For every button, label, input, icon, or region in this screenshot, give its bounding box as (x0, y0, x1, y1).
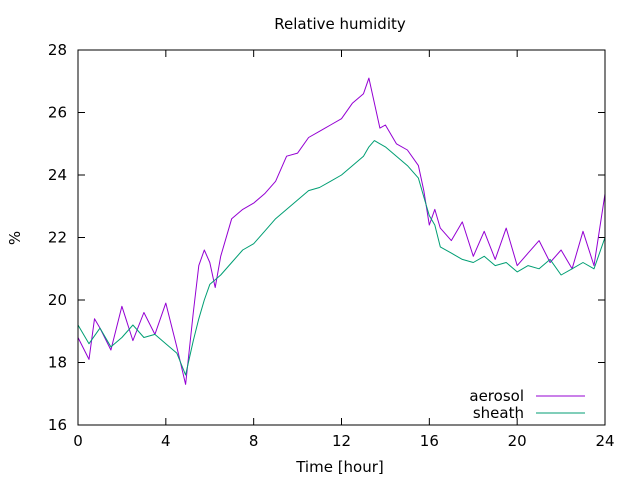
x-tick-label: 12 (332, 432, 351, 450)
series-line-aerosol (77, 77, 606, 385)
x-tick-label: 16 (420, 432, 439, 450)
y-tick-label: 24 (48, 166, 67, 184)
x-tick-label: 24 (595, 432, 614, 450)
plot-frame (77, 49, 606, 426)
x-tick-label: 20 (508, 432, 527, 450)
y-tick-label: 28 (48, 41, 67, 59)
y-tick-label: 16 (48, 416, 67, 434)
x-tick-label: 4 (161, 432, 171, 450)
y-tick-label: 26 (48, 104, 67, 122)
x-tick-label: 8 (249, 432, 259, 450)
y-tick-label: 18 (48, 354, 67, 372)
series-lines (77, 77, 606, 385)
series-line-sheath (77, 140, 606, 376)
legend-label-sheath: sheath (473, 404, 524, 422)
y-tick-label: 20 (48, 291, 67, 309)
y-axis-title: % (6, 231, 24, 245)
axis-ticks: 0 4 8 12 16 20 24 16 18 20 22 24 26 28 (48, 41, 615, 450)
chart-title: Relative humidity (274, 15, 406, 33)
x-tick-label: 0 (73, 432, 83, 450)
x-axis-title: Time [hour] (295, 458, 384, 476)
y-tick-label: 22 (48, 229, 67, 247)
legend-label-aerosol: aerosol (469, 387, 524, 405)
